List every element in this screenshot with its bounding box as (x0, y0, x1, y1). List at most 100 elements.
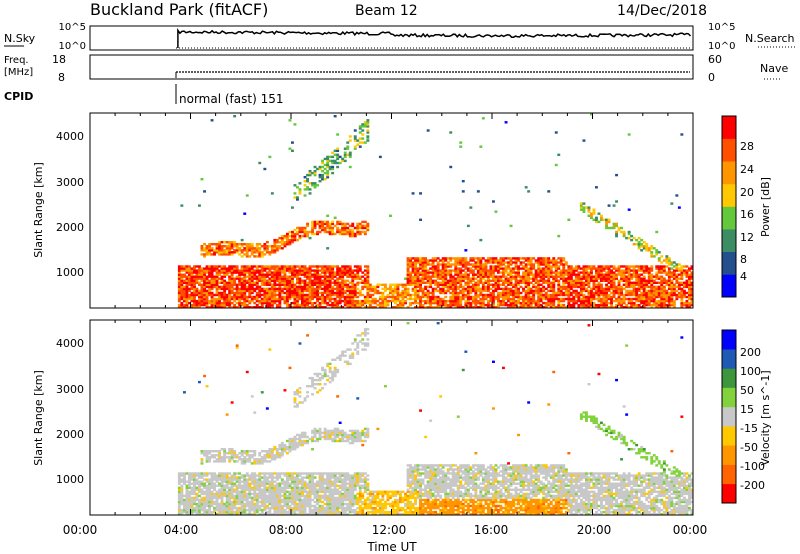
power-cell (421, 257, 425, 260)
power-cell (301, 295, 304, 299)
power-cell (293, 228, 297, 232)
velocity-cell (195, 502, 199, 506)
velocity-cell (205, 385, 209, 388)
power-cell (188, 281, 191, 284)
power-cell (642, 306, 646, 309)
velocity-cell (220, 502, 224, 506)
power-cell (660, 275, 664, 278)
velocity-cell (258, 496, 262, 500)
power-cell (441, 301, 445, 305)
power-cell (338, 287, 342, 291)
power-cell (210, 119, 214, 122)
power-cell (203, 255, 206, 258)
power-cell (185, 306, 189, 309)
power-cell (647, 301, 651, 305)
power-cell (492, 303, 495, 307)
power-cell (348, 287, 352, 291)
power-cell (667, 257, 671, 260)
power-cell (263, 277, 267, 280)
power-cell (567, 283, 571, 286)
power-cell (479, 257, 483, 260)
power-cell (642, 267, 646, 270)
power-cell (527, 279, 531, 282)
power-cell (361, 224, 365, 228)
power-cell (389, 214, 392, 217)
power-cell (685, 299, 689, 303)
power-cell (328, 281, 332, 284)
power-cell (233, 283, 237, 286)
power-cell (205, 289, 209, 293)
power-cell (414, 263, 417, 266)
power-cell (313, 222, 317, 226)
power-cell (620, 279, 623, 282)
velocity-cell (208, 510, 211, 514)
power-cell (283, 271, 287, 274)
power-cell (260, 289, 264, 293)
power-cell (672, 261, 676, 264)
power-cell (519, 285, 523, 289)
power-cell (341, 267, 345, 270)
power-cell (253, 297, 257, 301)
power-cell (313, 281, 317, 284)
power-cell (494, 265, 498, 268)
power-cell (607, 287, 611, 291)
velocity-cell (210, 482, 214, 485)
power-cell (620, 297, 623, 301)
power-cell (557, 287, 561, 291)
power-cell (487, 299, 490, 303)
velocity-cell (250, 508, 254, 512)
power-cell (399, 291, 402, 295)
power-cell (459, 263, 463, 266)
power-cell (650, 279, 654, 282)
power-cell (228, 285, 232, 289)
power-cell (253, 271, 257, 274)
power-cell (273, 265, 277, 268)
power-cell (371, 287, 375, 291)
power-cell (434, 265, 438, 268)
velocity-cell (228, 502, 232, 506)
velocity-cell (243, 450, 247, 453)
power-cell (449, 273, 453, 276)
power-cell (537, 295, 541, 299)
velocity-cell (200, 480, 204, 483)
power-cell (208, 243, 211, 246)
power-cell (640, 301, 644, 305)
power-cell (306, 273, 309, 276)
power-cell (333, 281, 337, 284)
velocity-cell (180, 484, 184, 487)
power-cell (476, 265, 480, 268)
power-cell (665, 271, 669, 274)
power-cell (507, 299, 510, 303)
power-cell (424, 306, 428, 309)
velocity-cell (245, 488, 249, 491)
power-cell (215, 297, 219, 301)
power-cell (414, 259, 417, 262)
power-cell (328, 293, 332, 297)
power-cell (195, 301, 199, 305)
power-cell (386, 301, 390, 305)
power-cell (542, 269, 546, 272)
power-cell (353, 147, 357, 150)
power-cell (637, 279, 641, 282)
power-cell (288, 119, 292, 122)
power-cell (286, 281, 289, 284)
power-cell (615, 289, 618, 293)
power-cell (353, 299, 357, 303)
power-cell (489, 283, 493, 286)
power-cell (328, 279, 332, 282)
power-cell (627, 291, 631, 295)
power-cell (303, 293, 307, 297)
power-cell (200, 273, 204, 276)
power-cell (487, 295, 490, 299)
power-cell (597, 269, 601, 272)
power-cell (328, 165, 332, 169)
power-cell (331, 277, 335, 280)
power-cell (660, 285, 664, 289)
power-cell (444, 279, 448, 282)
power-cell (464, 289, 468, 293)
power-cell (579, 279, 583, 282)
power-cell (298, 303, 302, 307)
power-cell (489, 265, 493, 268)
velocity-cell (208, 513, 211, 516)
power-cell (612, 275, 616, 278)
